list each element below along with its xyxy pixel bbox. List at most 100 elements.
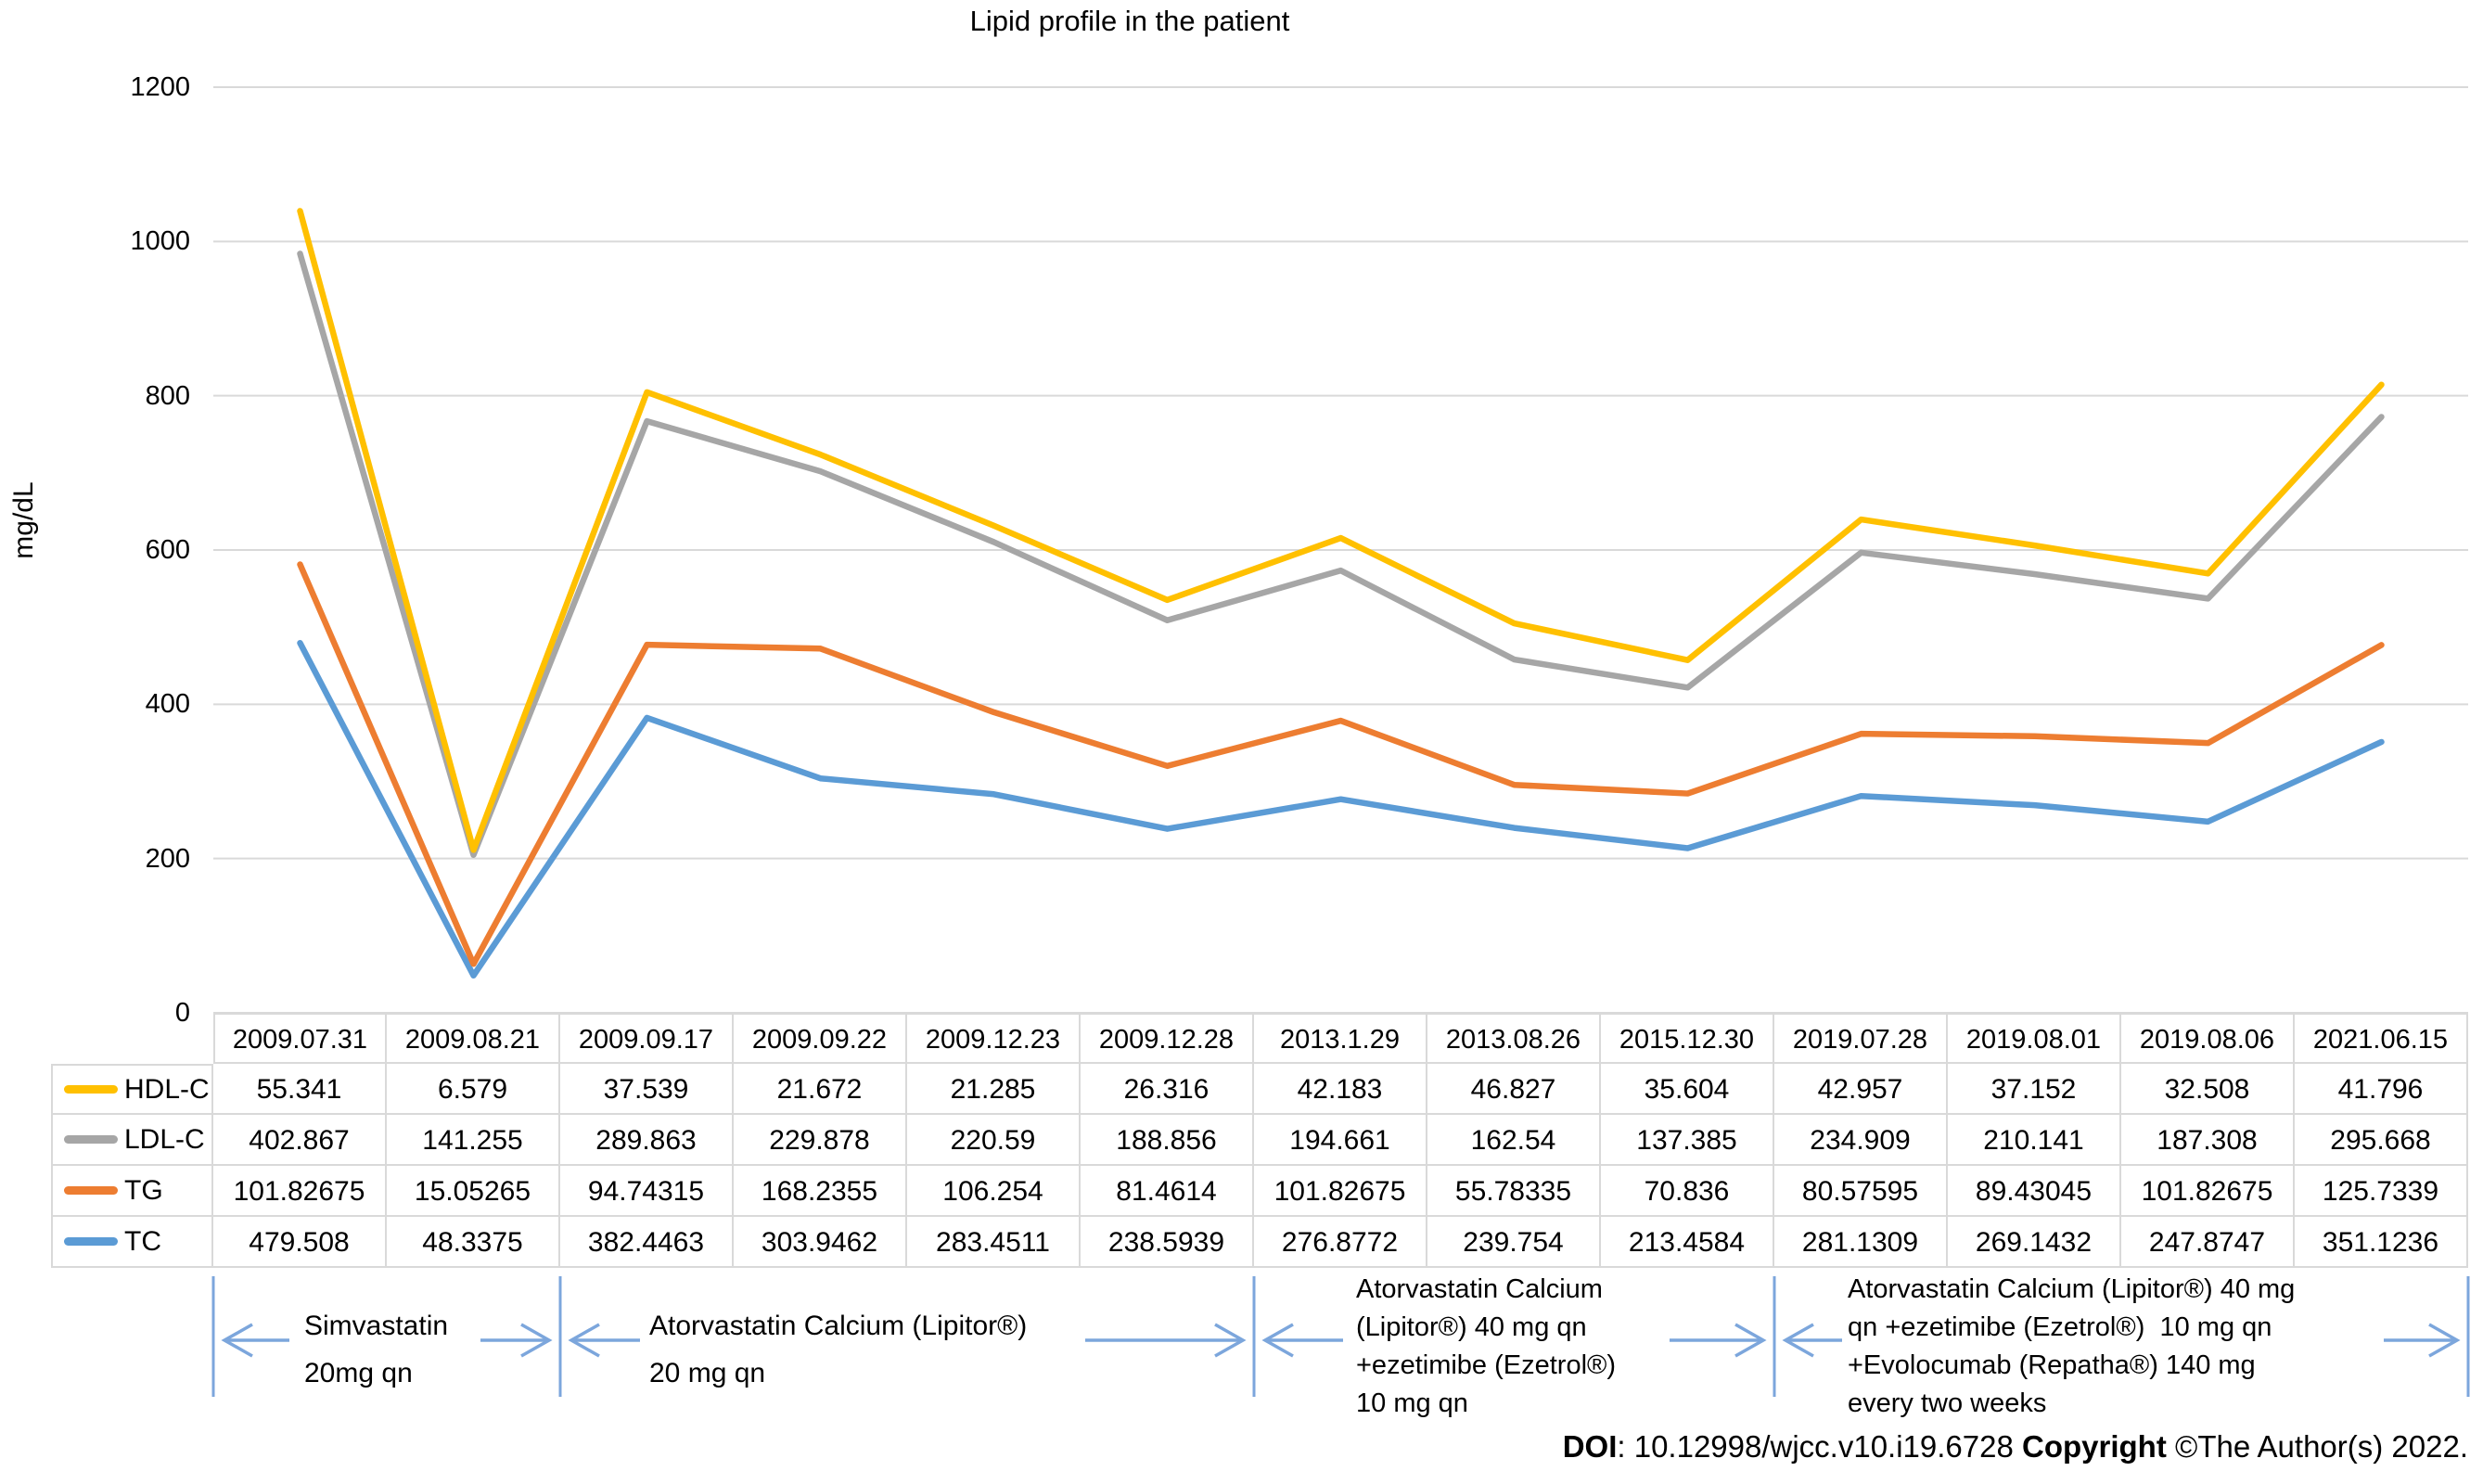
value-cell: 37.539 [560,1064,734,1115]
copyright-value: ©The Author(s) 2022. [2166,1429,2468,1464]
arrow-head-icon [2428,1323,2461,1358]
value-cell: 21.672 [734,1064,907,1115]
y-tick-label: 1000 [130,226,190,257]
value-cell: 351.1236 [2295,1217,2468,1268]
date-header-cell: 2021.06.15 [2295,1013,2468,1064]
doi-label: DOI [1562,1429,1618,1464]
value-cell: 125.7339 [2295,1166,2468,1217]
value-cell: 89.43045 [1948,1166,2121,1217]
date-header-cell: 2009.08.21 [387,1013,560,1064]
y-tick-label: 400 [145,689,190,720]
legend-swatch-ldl-c [64,1135,118,1144]
treatment-label: Atorvastatin Calcium (Lipitor®) 20 mg qn [649,1311,1028,1388]
y-tick-label: 1200 [130,72,190,102]
value-cell: 101.82675 [2121,1166,2295,1217]
value-cell: 42.957 [1774,1064,1948,1115]
chart-title: Lipid profile in the patient [969,5,1290,37]
value-cell: 101.82675 [213,1166,387,1217]
series-name: TG [124,1175,163,1206]
value-cell: 137.385 [1601,1115,1774,1166]
doi-copyright-line: DOI: 10.12998/wjcc.v10.i19.6728 Copyrigh… [1563,1429,2468,1465]
value-cell: 106.254 [907,1166,1081,1217]
arrow-head-icon [520,1323,553,1358]
treatment-label: Atorvastatin Calcium (Lipitor®) 40 mg qn… [1356,1274,1617,1418]
value-cell: 239.754 [1427,1217,1601,1268]
value-cell: 479.508 [213,1217,387,1268]
date-header-cell: 2019.08.06 [2121,1013,2295,1064]
value-cell: 35.604 [1601,1064,1774,1115]
date-header-cell: 2009.09.17 [560,1013,734,1064]
row-label-cell: HDL-C [51,1064,213,1115]
series-line-tc [297,639,2385,979]
value-cell: 162.54 [1427,1115,1601,1166]
value-cell: 81.4614 [1081,1166,1254,1217]
value-cell: 21.285 [907,1064,1081,1115]
value-cell: 101.82675 [1254,1166,1427,1217]
value-cell: 303.9462 [734,1217,907,1268]
series-line-tg [297,561,2385,967]
y-tick-label: 800 [145,380,190,411]
legend-swatch-hdl-c [64,1085,118,1094]
value-cell: 41.796 [2295,1064,2468,1115]
series-name: LDL-C [124,1124,205,1155]
row-label-cell: LDL-C [51,1115,213,1166]
date-header-cell: 2015.12.30 [1601,1013,1774,1064]
value-cell: 210.141 [1948,1115,2121,1166]
value-cell: 141.255 [387,1115,560,1166]
value-cell: 55.341 [213,1064,387,1115]
value-cell: 26.316 [1081,1064,1254,1115]
value-cell: 234.909 [1774,1115,1948,1166]
value-cell: 283.4511 [907,1217,1081,1268]
value-cell: 289.863 [560,1115,734,1166]
value-cell: 94.74315 [560,1166,734,1217]
series-name: HDL-C [124,1074,210,1105]
value-cell: 269.1432 [1948,1217,2121,1268]
value-cell: 194.661 [1254,1115,1427,1166]
value-cell: 6.579 [387,1064,560,1115]
series-name: TC [124,1226,161,1257]
arrow-head-icon [1214,1323,1247,1358]
value-cell: 188.856 [1081,1115,1254,1166]
y-tick-label: 200 [145,843,190,874]
date-header-cell: 2013.08.26 [1427,1013,1601,1064]
value-cell: 220.59 [907,1115,1081,1166]
value-cell: 32.508 [2121,1064,2295,1115]
arrow-head-icon [1734,1323,1767,1358]
value-cell: 15.05265 [387,1166,560,1217]
value-cell: 281.1309 [1774,1217,1948,1268]
value-cell: 55.78335 [1427,1166,1601,1217]
date-header-cell: 2013.1.29 [1254,1013,1427,1064]
value-cell: 295.668 [2295,1115,2468,1166]
y-tick-label: 0 [174,998,190,1028]
value-cell: 247.8747 [2121,1217,2295,1268]
series-line-ldl-c [297,250,2385,859]
date-header-cell: 2009.07.31 [213,1013,387,1064]
row-label-cell: TC [51,1217,213,1268]
copyright-label: Copyright [2022,1429,2167,1464]
y-tick-label: 600 [145,535,190,565]
value-cell: 276.8772 [1254,1217,1427,1268]
series-line-hdl-c [297,208,2385,853]
value-cell: 382.4463 [560,1217,734,1268]
value-cell: 37.152 [1948,1064,2121,1115]
value-cell: 80.57595 [1774,1166,1948,1217]
date-header-cell: 2019.07.28 [1774,1013,1948,1064]
value-cell: 168.2355 [734,1166,907,1217]
row-label-cell: TG [51,1166,213,1217]
value-cell: 42.183 [1254,1064,1427,1115]
value-cell: 402.867 [213,1115,387,1166]
value-cell: 46.827 [1427,1064,1601,1115]
date-header-cell: 2009.12.28 [1081,1013,1254,1064]
legend-swatch-tc [64,1237,118,1246]
value-cell: 48.3375 [387,1217,560,1268]
doi-value: : 10.12998/wjcc.v10.i19.6728 [1617,1429,2023,1464]
value-cell: 70.836 [1601,1166,1774,1217]
date-header-cell: 2009.12.23 [907,1013,1081,1064]
value-cell: 229.878 [734,1115,907,1166]
legend-swatch-tg [64,1186,118,1195]
value-cell: 238.5939 [1081,1217,1254,1268]
treatment-label: Simvastatin 20mg qn [304,1311,449,1388]
date-header-cell: 2019.08.01 [1948,1013,2121,1064]
